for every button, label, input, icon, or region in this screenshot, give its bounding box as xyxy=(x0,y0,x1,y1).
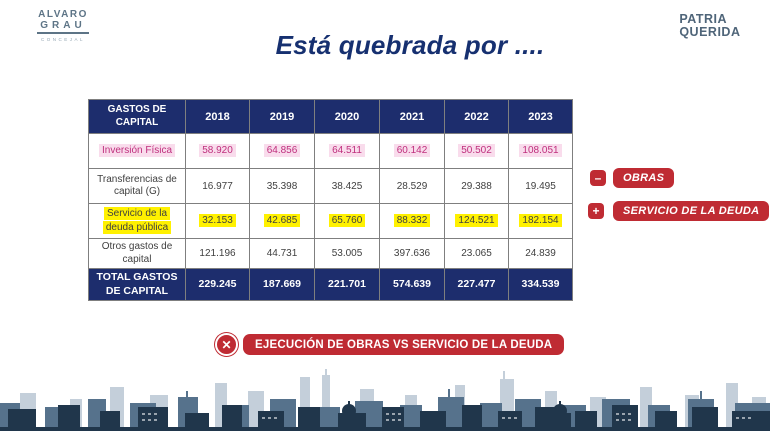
obras-badge: OBRAS xyxy=(613,168,675,188)
cell-value: 397.636 xyxy=(379,238,445,269)
cell-value: 44.731 xyxy=(249,238,315,269)
x-circle-icon: ✕ xyxy=(215,333,238,356)
cell-value: 58.920 xyxy=(199,143,236,157)
year-header: 2020 xyxy=(314,99,380,134)
cell-value: 28.529 xyxy=(379,168,445,204)
cell-value: 64.856 xyxy=(263,143,301,157)
cell-value: 60.142 xyxy=(393,143,431,157)
corner-header: GASTOS DE CAPITAL xyxy=(88,99,186,134)
table-header-row: GASTOS DE CAPITAL 2018 2019 2020 2021 20… xyxy=(88,99,573,134)
total-value: 574.639 xyxy=(379,267,445,302)
year-header: 2022 xyxy=(444,99,509,134)
cell-value: 124.521 xyxy=(455,213,498,227)
year-header: 2021 xyxy=(379,99,445,134)
table-row-servicio-deuda: Servicio de la deuda pública 32.153 42.6… xyxy=(88,203,573,239)
row-label: Inversión Física xyxy=(98,143,176,157)
row-label: Otros gastos de capital xyxy=(88,238,186,269)
logo-name-line2: GRAU xyxy=(37,20,89,34)
total-value: 221.701 xyxy=(314,267,380,302)
year-header: 2023 xyxy=(508,99,573,134)
total-label: TOTAL GASTOS DE CAPITAL xyxy=(88,267,186,302)
logo-line2: QUERIDA xyxy=(679,25,741,40)
logo-name-line1: ALVARO xyxy=(38,9,88,20)
cell-value: 108.051 xyxy=(519,143,562,157)
cell-value: 35.398 xyxy=(249,168,315,204)
slide-title: Está quebrada por .... xyxy=(275,30,545,60)
table-row-otros-gastos: Otros gastos de capital 121.196 44.731 5… xyxy=(88,238,573,269)
cell-value: 19.495 xyxy=(508,168,573,204)
cell-value: 182.154 xyxy=(519,213,562,227)
footer-comparison-badge: EJECUCIÓN DE OBRAS VS SERVICIO DE LA DEU… xyxy=(243,334,565,355)
minus-icon: – xyxy=(590,170,606,186)
alvaro-grau-logo: ALVARO GRAU CONCEJAL xyxy=(37,9,89,42)
plus-icon: + xyxy=(588,203,604,219)
total-value: 229.245 xyxy=(185,267,250,302)
year-header: 2018 xyxy=(185,99,250,134)
cell-value: 65.760 xyxy=(328,213,366,227)
row-label: Transferencias de capital (G) xyxy=(88,168,186,204)
cell-value: 38.425 xyxy=(314,168,380,204)
cell-value: 64.511 xyxy=(329,143,365,157)
year-header: 2019 xyxy=(249,99,315,134)
paraguay-flag-icon xyxy=(731,14,744,23)
cell-value: 88.332 xyxy=(393,213,431,227)
cell-value: 42.685 xyxy=(263,213,301,227)
total-value: 187.669 xyxy=(249,267,315,302)
gastos-de-capital-table: GASTOS DE CAPITAL 2018 2019 2020 2021 20… xyxy=(88,99,573,302)
servicio-deuda-badge: SERVICIO DE LA DEUDA xyxy=(613,201,770,221)
cell-value: 16.977 xyxy=(185,168,250,204)
table-row-total: TOTAL GASTOS DE CAPITAL 229.245 187.669 … xyxy=(88,267,573,302)
cell-value: 24.839 xyxy=(508,238,573,269)
cell-value: 23.065 xyxy=(444,238,509,269)
logo-role: CONCEJAL xyxy=(40,37,85,42)
total-value: 334.539 xyxy=(508,267,573,302)
city-skyline-graphic xyxy=(0,369,770,431)
cell-value: 121.196 xyxy=(185,238,250,269)
row-label: Servicio de la deuda pública xyxy=(102,206,172,234)
table-row-inversion-fisica: Inversión Física 58.920 64.856 64.511 60… xyxy=(88,133,573,169)
cell-value: 50.502 xyxy=(458,143,495,157)
logo-line1: PATRIA xyxy=(679,12,727,26)
table-row-transferencias: Transferencias de capital (G) 16.977 35.… xyxy=(88,168,573,204)
cell-value: 29.388 xyxy=(444,168,509,204)
cell-value: 53.005 xyxy=(314,238,380,269)
patria-querida-logo: PATRIA QUERIDA xyxy=(679,12,744,40)
total-value: 227.477 xyxy=(444,267,509,302)
cell-value: 32.153 xyxy=(199,213,236,227)
